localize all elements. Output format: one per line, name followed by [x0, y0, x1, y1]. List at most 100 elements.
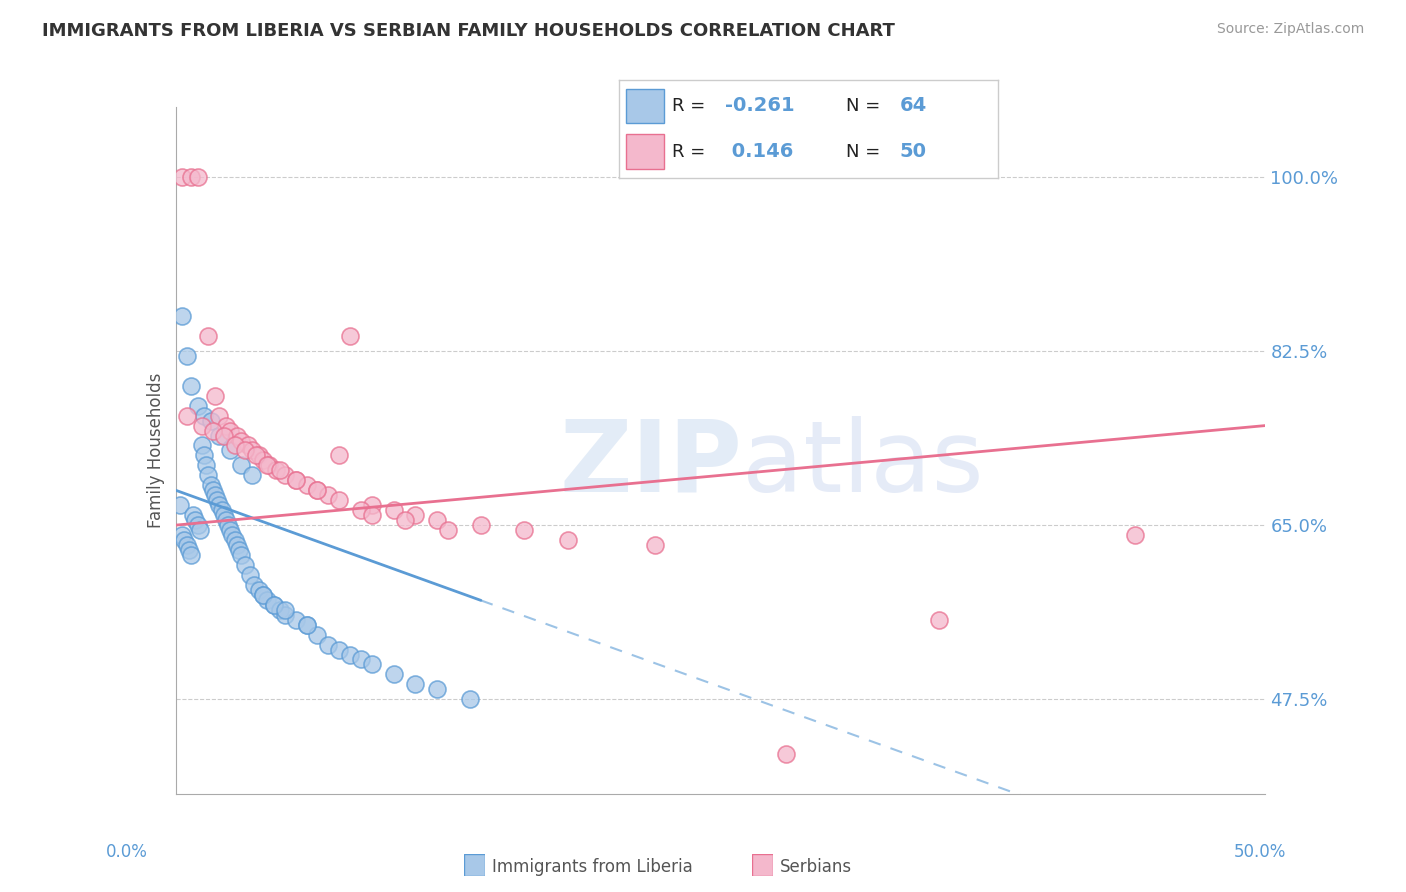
Point — [458, 692, 481, 706]
Text: 0.0%: 0.0% — [105, 843, 148, 861]
Point — [307, 627, 329, 641]
Point — [176, 349, 198, 363]
Point — [426, 682, 449, 697]
Point — [219, 443, 242, 458]
Point — [295, 617, 318, 632]
Bar — [626, 134, 664, 169]
Point — [231, 434, 253, 448]
Point — [775, 747, 797, 761]
Point — [243, 578, 266, 592]
Point — [180, 169, 202, 184]
Point — [193, 409, 215, 423]
Point — [405, 677, 427, 691]
Point — [328, 493, 350, 508]
Point — [361, 498, 384, 512]
Text: Source: ZipAtlas.com: Source: ZipAtlas.com — [1216, 22, 1364, 37]
Point — [245, 449, 267, 463]
Point — [208, 498, 231, 512]
Point — [221, 528, 243, 542]
Point — [201, 483, 224, 498]
Point — [181, 508, 204, 523]
Point — [295, 617, 318, 632]
Text: Immigrants from Liberia: Immigrants from Liberia — [492, 858, 693, 876]
Point — [284, 613, 307, 627]
Point — [225, 538, 247, 552]
Point — [176, 409, 198, 423]
Point — [269, 603, 291, 617]
Text: 50.0%: 50.0% — [1234, 843, 1286, 861]
Point — [928, 613, 950, 627]
Text: atlas: atlas — [742, 416, 984, 513]
Point — [180, 378, 202, 392]
Point — [224, 438, 246, 452]
Point — [264, 463, 287, 477]
Point — [328, 642, 350, 657]
Point — [212, 428, 235, 442]
Point — [307, 483, 329, 498]
Point — [215, 418, 238, 433]
Point — [263, 598, 285, 612]
Text: R =: R = — [672, 97, 711, 115]
Text: N =: N = — [846, 97, 886, 115]
Point — [212, 508, 235, 523]
Point — [318, 488, 340, 502]
Point — [197, 468, 219, 483]
Point — [231, 458, 253, 473]
Point — [219, 424, 242, 438]
Text: R =: R = — [672, 143, 711, 161]
Point — [240, 468, 263, 483]
Point — [470, 518, 492, 533]
Text: 0.146: 0.146 — [725, 143, 793, 161]
Point — [361, 657, 384, 672]
Point — [186, 169, 209, 184]
Point — [513, 523, 536, 537]
Point — [350, 652, 373, 666]
Point — [236, 438, 259, 452]
Point — [256, 592, 278, 607]
Point — [252, 588, 274, 602]
Point — [247, 582, 270, 597]
Point — [259, 458, 281, 473]
Point — [339, 329, 361, 343]
Point — [208, 428, 231, 442]
Point — [239, 567, 262, 582]
Point — [224, 533, 246, 547]
Point — [339, 648, 361, 662]
Point — [240, 443, 263, 458]
Point — [394, 513, 416, 527]
Text: IMMIGRANTS FROM LIBERIA VS SERBIAN FAMILY HOUSEHOLDS CORRELATION CHART: IMMIGRANTS FROM LIBERIA VS SERBIAN FAMIL… — [42, 22, 896, 40]
Point — [195, 458, 218, 473]
Point — [284, 473, 307, 487]
Text: Serbians: Serbians — [780, 858, 852, 876]
Point — [437, 523, 460, 537]
Point — [180, 548, 202, 562]
Point — [201, 424, 224, 438]
Point — [231, 548, 253, 562]
Point — [191, 438, 214, 452]
Point — [263, 598, 285, 612]
Point — [169, 498, 191, 512]
Point — [247, 449, 270, 463]
Point — [307, 483, 329, 498]
Point — [211, 503, 233, 517]
Point — [405, 508, 427, 523]
Point — [208, 409, 231, 423]
Point — [193, 449, 215, 463]
Point — [184, 513, 207, 527]
Point — [382, 667, 405, 681]
Point — [172, 528, 194, 542]
Point — [252, 588, 274, 602]
Point — [328, 449, 350, 463]
Point — [235, 558, 257, 572]
Text: N =: N = — [846, 143, 886, 161]
Point — [644, 538, 666, 552]
Point — [217, 518, 239, 533]
Point — [557, 533, 579, 547]
Point — [177, 543, 200, 558]
Point — [172, 309, 194, 323]
Point — [176, 538, 198, 552]
Point — [197, 329, 219, 343]
Point — [172, 169, 194, 184]
Point — [191, 418, 214, 433]
Point — [228, 543, 250, 558]
